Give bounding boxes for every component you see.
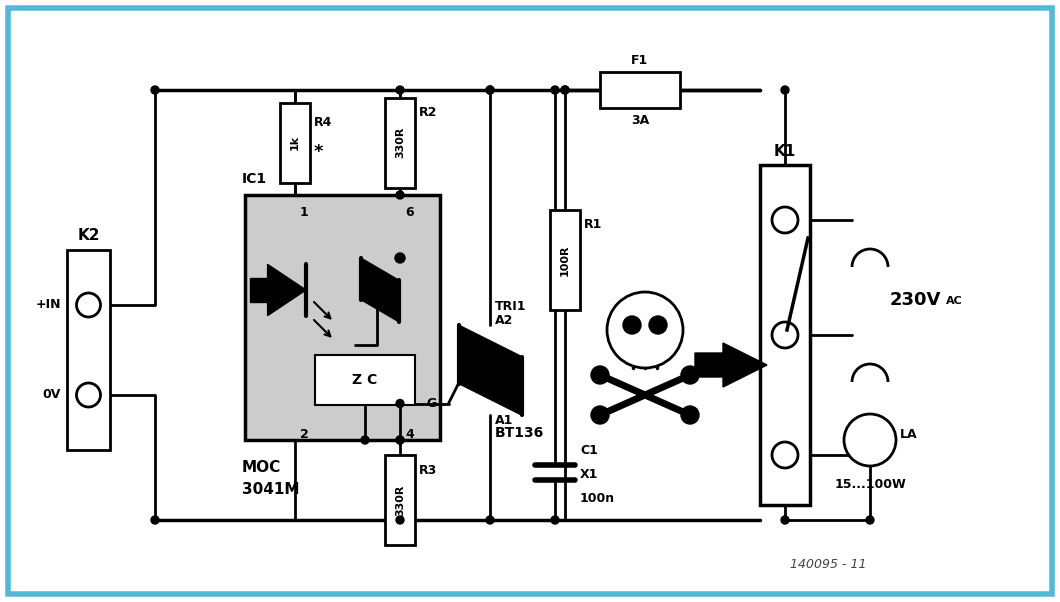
Circle shape <box>866 516 874 524</box>
Circle shape <box>772 442 798 468</box>
Circle shape <box>844 414 896 466</box>
Circle shape <box>396 516 404 524</box>
Text: 330R: 330R <box>395 485 405 516</box>
Bar <box>600 72 681 108</box>
Circle shape <box>395 253 405 263</box>
Circle shape <box>151 516 159 524</box>
Circle shape <box>551 86 559 94</box>
Text: 230V: 230V <box>890 291 941 309</box>
Bar <box>245 195 440 440</box>
Circle shape <box>561 86 569 94</box>
Text: 0V: 0V <box>42 388 61 402</box>
Bar <box>280 102 310 182</box>
Text: R1: R1 <box>584 219 602 232</box>
Circle shape <box>781 516 789 524</box>
Circle shape <box>649 316 667 334</box>
Polygon shape <box>695 343 767 387</box>
FancyBboxPatch shape <box>8 8 1052 594</box>
Bar <box>315 355 416 405</box>
Text: MOC: MOC <box>242 461 281 476</box>
Circle shape <box>396 191 404 199</box>
Circle shape <box>151 86 159 94</box>
Circle shape <box>781 86 789 94</box>
Text: 100n: 100n <box>580 491 615 504</box>
Text: 100R: 100R <box>560 244 570 276</box>
Circle shape <box>551 516 559 524</box>
Text: X1: X1 <box>580 468 599 482</box>
Circle shape <box>396 436 404 444</box>
Text: A2: A2 <box>495 314 513 326</box>
Text: 1: 1 <box>300 206 308 220</box>
Text: C1: C1 <box>580 444 598 456</box>
Text: 140095 - 11: 140095 - 11 <box>790 559 866 571</box>
Circle shape <box>623 316 641 334</box>
Circle shape <box>607 292 683 368</box>
Bar <box>250 278 268 302</box>
Polygon shape <box>360 281 400 322</box>
Circle shape <box>76 383 101 407</box>
Text: TRI1: TRI1 <box>495 300 527 314</box>
Text: K1: K1 <box>774 143 796 158</box>
Text: R3: R3 <box>419 464 437 477</box>
Text: LA: LA <box>900 429 918 441</box>
Bar <box>385 455 416 545</box>
Text: G: G <box>426 397 437 410</box>
Bar <box>550 210 580 310</box>
Bar <box>760 165 810 505</box>
Text: R4: R4 <box>314 116 333 129</box>
Circle shape <box>485 86 494 94</box>
Text: 330R: 330R <box>395 127 405 158</box>
Polygon shape <box>267 264 306 315</box>
Text: BT136: BT136 <box>495 426 544 440</box>
Text: K2: K2 <box>77 229 100 243</box>
Polygon shape <box>459 325 522 383</box>
Circle shape <box>396 436 404 444</box>
Text: +IN: +IN <box>35 299 61 311</box>
Circle shape <box>681 406 699 424</box>
Polygon shape <box>360 258 400 300</box>
Bar <box>67 250 110 450</box>
Text: 6: 6 <box>405 206 413 220</box>
Circle shape <box>772 322 798 348</box>
Text: 4: 4 <box>405 429 413 441</box>
Circle shape <box>681 366 699 384</box>
Circle shape <box>361 436 369 444</box>
Text: 2: 2 <box>300 429 308 441</box>
Circle shape <box>772 207 798 233</box>
Circle shape <box>76 293 101 317</box>
Circle shape <box>396 400 404 408</box>
Text: A1: A1 <box>495 414 513 426</box>
Text: IC1: IC1 <box>242 172 267 186</box>
Text: AC: AC <box>946 296 962 306</box>
Text: *: * <box>314 143 323 161</box>
Text: R2: R2 <box>419 106 438 119</box>
Circle shape <box>591 366 609 384</box>
Bar <box>385 98 416 187</box>
Polygon shape <box>459 356 522 415</box>
Circle shape <box>561 86 569 94</box>
Text: 1k: 1k <box>290 135 300 150</box>
Text: F1: F1 <box>632 54 649 66</box>
Circle shape <box>591 406 609 424</box>
Text: 15...100W: 15...100W <box>834 479 906 491</box>
Text: 3041M: 3041M <box>242 482 300 497</box>
Text: 3A: 3A <box>631 114 649 126</box>
Circle shape <box>485 86 494 94</box>
Text: Z C: Z C <box>352 373 377 387</box>
Circle shape <box>396 86 404 94</box>
Circle shape <box>485 516 494 524</box>
